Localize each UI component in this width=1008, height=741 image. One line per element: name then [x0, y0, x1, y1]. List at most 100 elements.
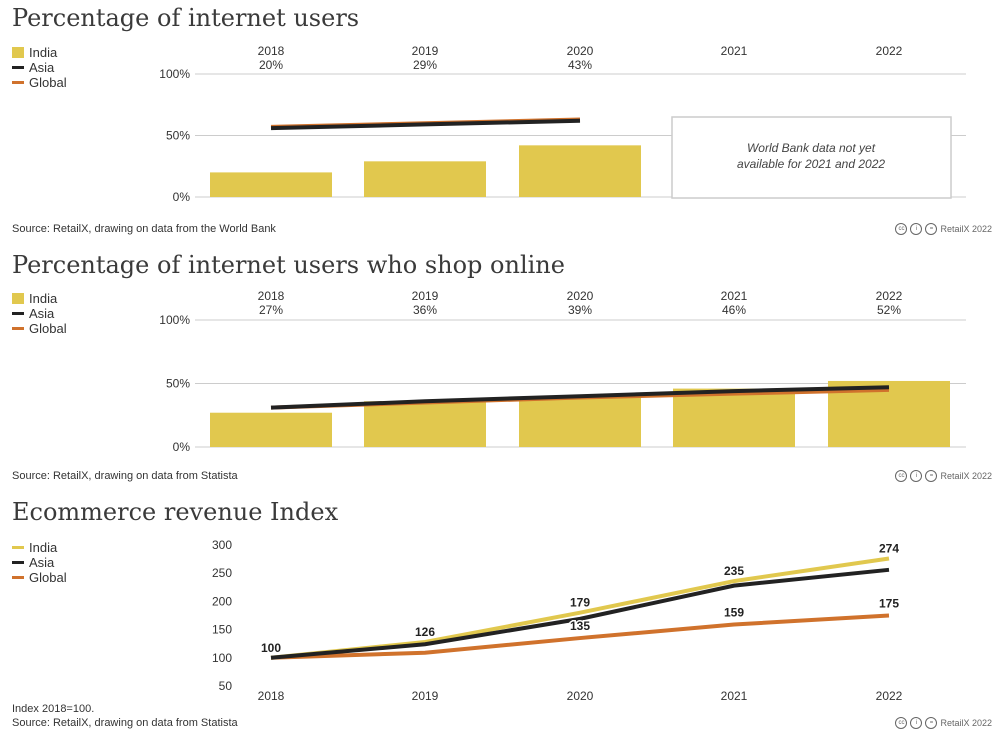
legend-asia-label: Asia: [29, 555, 55, 570]
x-tick-label: 2020: [567, 689, 594, 703]
chart1-legend: India Asia Global: [12, 45, 67, 90]
legend-india-label: India: [29, 540, 58, 555]
y-tick-label: 100%: [159, 313, 190, 327]
year-label: 2022: [876, 289, 903, 303]
y-tick-label: 50%: [166, 377, 190, 391]
india-bar: [364, 161, 486, 197]
year-label: 2021: [721, 289, 748, 303]
by-icon: i: [910, 470, 923, 482]
legend-india-label: India: [29, 45, 58, 60]
legend-global-label: Global: [29, 321, 67, 336]
data-label: 235: [724, 564, 744, 578]
value-label: 46%: [722, 303, 746, 317]
y-tick-label: 0%: [173, 190, 191, 204]
value-label: 52%: [877, 303, 901, 317]
year-label: 2020: [567, 44, 594, 58]
value-label: 20%: [259, 58, 283, 72]
y-tick-label: 300: [212, 538, 232, 552]
by-icon: i: [910, 717, 923, 729]
by-icon: i: [910, 223, 923, 235]
year-label: 2022: [876, 44, 903, 58]
equals-icon: =: [925, 470, 938, 482]
legend-india-swatch: [12, 293, 24, 304]
global-line: [270, 613, 890, 660]
equals-icon: =: [925, 717, 938, 729]
global-data-label: 159: [724, 606, 744, 620]
india-bar: [519, 397, 641, 447]
legend-asia-swatch: [12, 66, 24, 69]
chart3-index-note: Index 2018=100.: [12, 703, 95, 715]
cc-icon: cc: [895, 223, 908, 235]
cc-icon: cc: [895, 470, 908, 482]
chart2-title: Percentage of internet users who shop on…: [12, 251, 565, 279]
credit-text: RetailX 2022: [940, 718, 992, 728]
legend-asia-label: Asia: [29, 306, 55, 321]
chart3-source: Source: RetailX, drawing on data from St…: [12, 717, 238, 729]
global-data-label: 175: [879, 597, 899, 611]
legend-asia-swatch: [12, 561, 24, 564]
data-label: 179: [570, 596, 590, 610]
data-label: 274: [879, 542, 899, 556]
chart2-source: Source: RetailX, drawing on data from St…: [12, 470, 238, 482]
note-text: World Bank data not yet: [747, 141, 876, 155]
x-tick-label: 2021: [721, 689, 748, 703]
chart1-credit: cc i = RetailX 2022: [895, 223, 992, 235]
value-label: 27%: [259, 303, 283, 317]
legend-global-swatch: [12, 81, 24, 84]
chart3-plot: 300 250 200 150 100 50 2018 2019 2020 2021 2022 100…: [212, 538, 903, 703]
legend-global-label: Global: [29, 75, 67, 90]
credit-text: RetailX 2022: [940, 224, 992, 234]
chart3-credit: cc i = RetailX 2022: [895, 717, 992, 729]
legend-asia-swatch: [12, 312, 24, 315]
year-label: 2018: [258, 289, 285, 303]
legend-india-swatch: [12, 47, 24, 58]
value-label: 36%: [413, 303, 437, 317]
y-tick-label: 0%: [173, 440, 191, 454]
value-label: 43%: [568, 58, 592, 72]
value-label: 29%: [413, 58, 437, 72]
chart2-legend: India Asia Global: [12, 291, 67, 336]
year-label: 2020: [567, 289, 594, 303]
asia-line: [270, 385, 890, 410]
chart1-source: Source: RetailX, drawing on data from th…: [12, 223, 276, 235]
chart3-legend: India Asia Global: [12, 540, 67, 585]
year-label: 2021: [721, 44, 748, 58]
legend-india-label: India: [29, 291, 58, 306]
cc-icon: cc: [895, 717, 908, 729]
y-tick-label: 150: [212, 623, 232, 637]
year-label: 2019: [412, 44, 439, 58]
legend-asia-label: Asia: [29, 60, 55, 75]
x-tick-label: 2022: [876, 689, 903, 703]
data-label: 100: [261, 641, 281, 655]
asia-line: [270, 118, 581, 131]
chart3-title: Ecommerce revenue Index: [12, 498, 339, 526]
legend-global-label: Global: [29, 570, 67, 585]
equals-icon: =: [925, 223, 938, 235]
note-box: [671, 116, 952, 199]
data-label: 126: [415, 625, 435, 639]
year-label: 2018: [258, 44, 285, 58]
year-label: 2019: [412, 289, 439, 303]
y-tick-label: 50: [219, 679, 233, 693]
global-data-label: 135: [570, 619, 590, 633]
legend-india-swatch: [12, 546, 24, 549]
india-bar: [210, 412, 332, 447]
legend-global-swatch: [12, 327, 24, 330]
y-tick-label: 100: [212, 651, 232, 665]
india-bar: [364, 401, 486, 447]
legend-global-swatch: [12, 576, 24, 579]
india-bar: [673, 388, 795, 447]
india-bar: [519, 145, 641, 197]
y-tick-label: 200: [212, 594, 232, 608]
credit-text: RetailX 2022: [940, 471, 992, 481]
y-tick-label: 50%: [166, 129, 190, 143]
chart2-credit: cc i = RetailX 2022: [895, 470, 992, 482]
chart1-title: Percentage of internet users: [12, 4, 360, 32]
x-tick-label: 2019: [412, 689, 439, 703]
note-text: available for 2021 and 2022: [737, 157, 885, 171]
y-tick-label: 250: [212, 566, 232, 580]
x-tick-label: 2018: [258, 689, 285, 703]
india-bar: [210, 172, 332, 197]
